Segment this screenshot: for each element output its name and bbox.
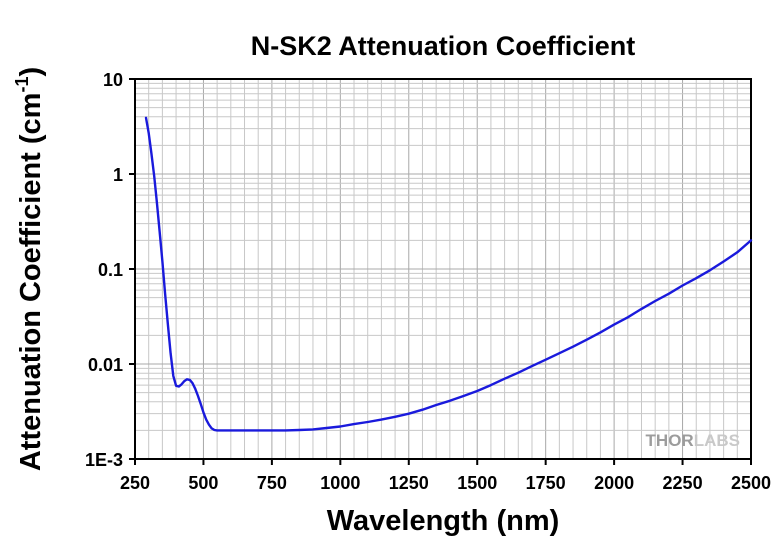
- x-tick-label: 1500: [457, 473, 497, 493]
- x-tick-label: 250: [120, 473, 150, 493]
- x-tick-label: 1750: [526, 473, 566, 493]
- y-tick-label: 1E-3: [85, 450, 123, 470]
- series-line: [144, 116, 753, 432]
- y-axis-title-main: Attenuation Coefficient (cm: [15, 93, 47, 472]
- x-tick-label: 2000: [594, 473, 634, 493]
- x-axis: 250 500 750 1000 1250 1500 1750 2000 2250 2500: [120, 459, 771, 493]
- y-tick-label: 10: [103, 70, 123, 90]
- x-tick-label: 750: [257, 473, 287, 493]
- x-axis-title: Wavelength (nm): [327, 505, 560, 537]
- x-tick-label: 1000: [320, 473, 360, 493]
- y-axis: 1E-3 0.01 0.1 1 10: [85, 70, 135, 470]
- y-axis-title: Attenuation Coefficient (cm-1): [12, 67, 47, 471]
- y-tick-label: 0.01: [88, 355, 123, 375]
- x-tick-label: 500: [188, 473, 218, 493]
- watermark-labs: LABS: [694, 431, 740, 450]
- x-tick-label: 2500: [731, 473, 771, 493]
- x-tick-label: 2250: [663, 473, 703, 493]
- y-tick-label: 0.1: [98, 260, 123, 280]
- thorlabs-watermark: THORLABS: [646, 431, 740, 450]
- x-tick-label: 1250: [389, 473, 429, 493]
- y-tick-label: 1: [113, 165, 123, 185]
- chart-title: N-SK2 Attenuation Coefficient: [251, 31, 636, 61]
- y-axis-title-superscript: -1: [12, 77, 32, 93]
- y-axis-title-suffix: ): [15, 67, 47, 77]
- grid-lines: [135, 79, 751, 459]
- watermark-thor: THOR: [646, 431, 694, 450]
